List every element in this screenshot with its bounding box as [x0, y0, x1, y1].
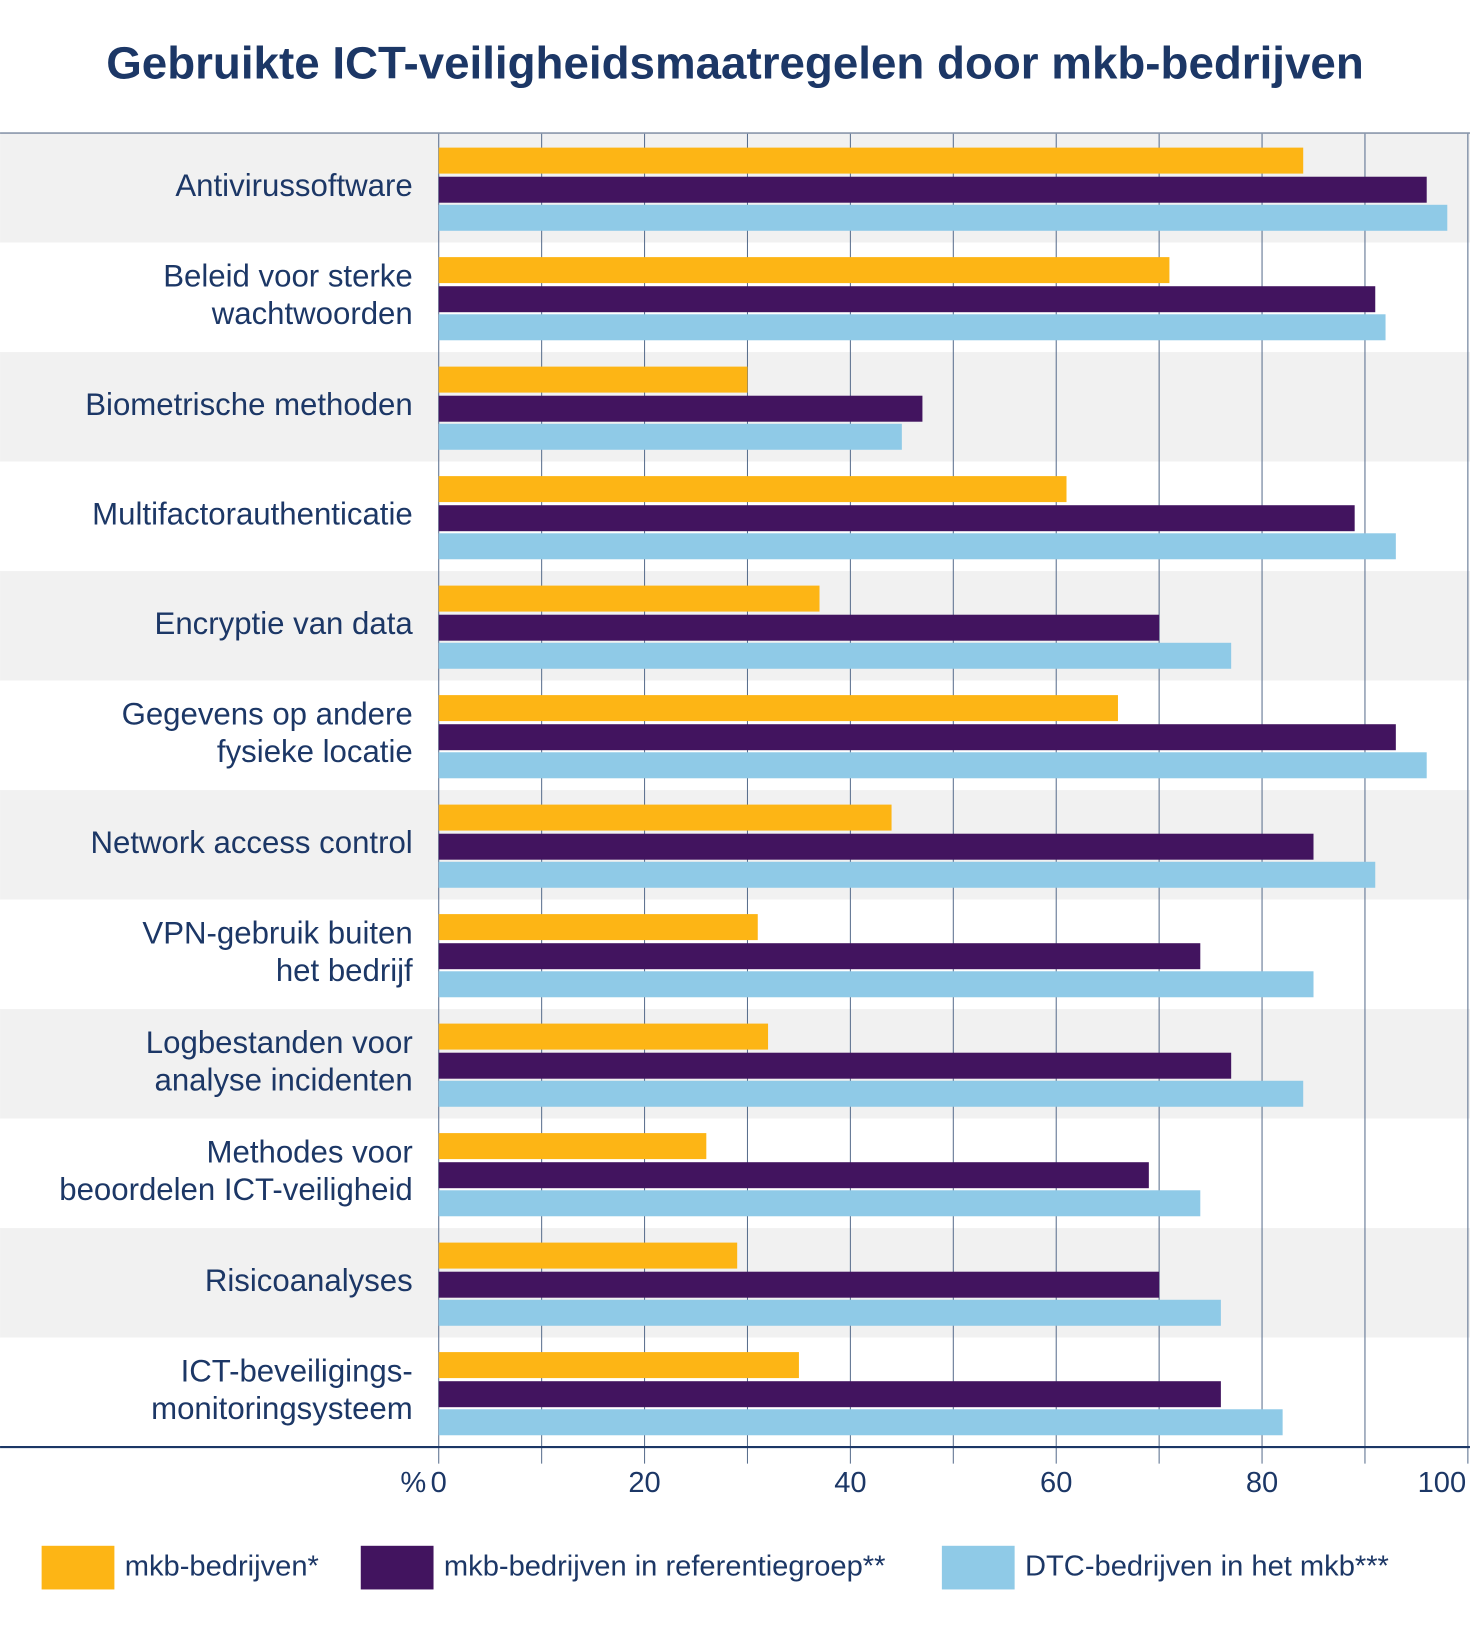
category-label: VPN-gebruik buiten het bedrijf	[142, 916, 413, 988]
bar	[438, 1133, 707, 1160]
category-label: Beleid voor sterke wachtwoorden	[163, 259, 413, 331]
legend-label: mkb-bedrijven in referentiegroep**	[444, 1550, 886, 1582]
bar	[438, 1162, 1149, 1189]
bar	[438, 1409, 1283, 1436]
x-tick-label: 60	[1040, 1467, 1072, 1499]
category-label: Gegevens op andere fysieke locatie	[122, 697, 413, 769]
bar	[438, 1190, 1201, 1217]
bar	[438, 642, 1232, 669]
bar	[438, 833, 1314, 860]
chart-title: Gebruikte ICT-veiligheidsmaatregelen doo…	[106, 38, 1364, 89]
bar	[438, 505, 1355, 532]
x-tick-label: 0	[431, 1467, 447, 1499]
bar	[438, 1352, 799, 1379]
category-label: Methodes voor beoordelen ICT-veiligheid	[59, 1135, 413, 1207]
bar	[438, 423, 902, 450]
bar	[438, 1080, 1304, 1107]
bar	[438, 1023, 769, 1050]
category-label: Network access control	[91, 825, 413, 860]
bar	[438, 286, 1376, 313]
bar	[438, 366, 748, 393]
bar	[438, 804, 892, 831]
bar	[438, 1381, 1221, 1408]
bar	[438, 695, 1118, 722]
bar	[438, 176, 1427, 203]
bar	[438, 861, 1376, 888]
legend-swatch	[941, 1545, 1015, 1590]
category-label: Antivirussoftware	[175, 168, 412, 203]
x-tick-label: 20	[628, 1467, 660, 1499]
bar	[438, 1052, 1232, 1079]
category-label: Logbestanden voor analyse incidenten	[146, 1025, 413, 1097]
bar	[438, 752, 1427, 779]
bar	[438, 614, 1160, 641]
category-label: ICT-beveiligings-monitoringsysteem	[151, 1354, 413, 1426]
category-label: Multifactorauthenticatie	[92, 497, 413, 532]
bar	[438, 314, 1386, 341]
bar	[438, 395, 923, 422]
bar	[438, 533, 1396, 560]
x-tick-label: 80	[1246, 1467, 1278, 1499]
bar	[438, 971, 1314, 998]
legend-swatch	[360, 1545, 434, 1590]
bar	[438, 1299, 1221, 1326]
bar	[438, 724, 1396, 751]
legend-label: DTC-bedrijven in het mkb***	[1025, 1550, 1389, 1582]
legend-label: mkb-bedrijven*	[125, 1550, 319, 1582]
bar	[438, 204, 1448, 231]
bar	[438, 914, 758, 941]
bar	[438, 476, 1067, 503]
x-tick-label: 40	[834, 1467, 866, 1499]
x-tick-label: 100	[1418, 1467, 1467, 1499]
bar	[438, 147, 1304, 174]
legend-swatch	[41, 1545, 115, 1590]
category-label: Biometrische methoden	[85, 387, 412, 422]
bar	[438, 943, 1201, 970]
bar	[438, 1242, 738, 1269]
bar	[438, 1271, 1160, 1298]
category-label: Risicoanalyses	[205, 1263, 413, 1298]
bar	[438, 585, 820, 612]
bar	[438, 257, 1170, 284]
category-label: Encryptie van data	[155, 606, 414, 641]
x-unit: %	[400, 1467, 426, 1499]
